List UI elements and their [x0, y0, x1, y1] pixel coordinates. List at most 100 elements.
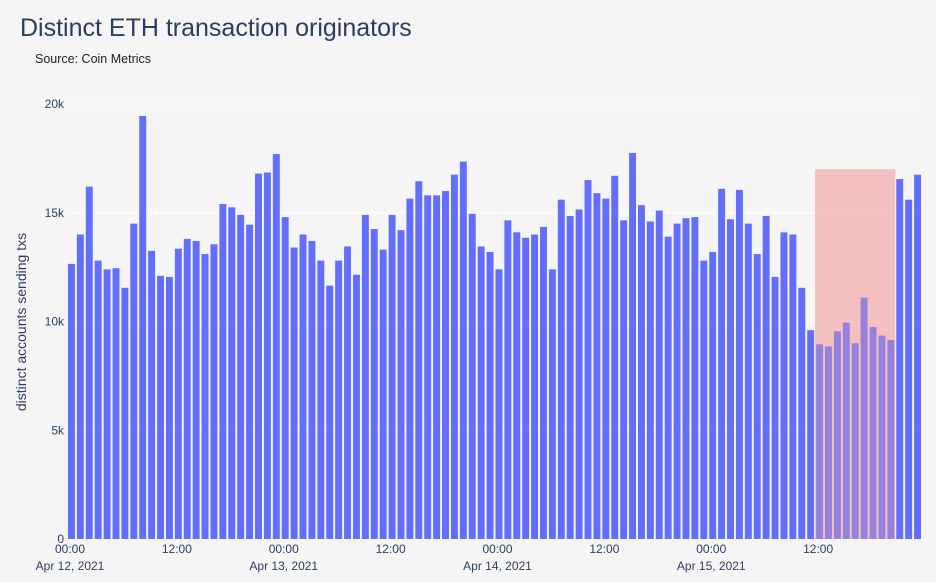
bar	[379, 249, 387, 539]
chart-subtitle: Source: Coin Metrics	[35, 52, 152, 66]
bar	[335, 260, 343, 539]
x-tick-date: Apr 12, 2021	[36, 559, 105, 573]
bar	[219, 204, 227, 540]
x-tick-date: Apr 14, 2021	[463, 559, 532, 573]
bar	[450, 174, 458, 539]
bar	[593, 193, 601, 540]
bar	[584, 180, 592, 539]
bar	[860, 297, 868, 539]
bar	[112, 268, 120, 539]
bar	[504, 220, 512, 540]
bar	[878, 335, 886, 539]
bar	[433, 195, 441, 539]
x-tick-date: Apr 13, 2021	[249, 559, 318, 573]
bar	[914, 174, 922, 539]
bar	[513, 232, 521, 539]
y-tick-label: 5k	[51, 423, 65, 437]
bar	[255, 173, 262, 539]
bar	[798, 287, 806, 539]
bar	[192, 241, 200, 539]
bar	[700, 260, 708, 539]
bar	[575, 209, 583, 540]
bar	[771, 276, 779, 539]
bar	[727, 219, 734, 539]
bar	[789, 234, 797, 539]
bar	[531, 234, 539, 539]
bar	[281, 217, 289, 539]
bar	[833, 331, 841, 539]
bar	[174, 248, 182, 539]
bar	[682, 218, 690, 539]
bar	[210, 244, 218, 539]
bar	[807, 330, 815, 539]
bar	[148, 250, 156, 539]
chart-title: Distinct ETH transaction originators	[20, 14, 412, 42]
bar	[540, 226, 547, 539]
bar	[237, 214, 245, 540]
gridlines	[67, 103, 922, 540]
bar	[655, 210, 663, 539]
bar	[753, 254, 761, 539]
bar	[851, 343, 859, 539]
bar	[691, 217, 699, 539]
bar	[869, 326, 877, 539]
bar	[495, 269, 503, 539]
bar	[139, 115, 147, 540]
y-axis: 0 5k 10k 15k 20k	[45, 97, 65, 546]
x-tick-time: 00:00	[55, 542, 85, 556]
bar	[905, 199, 913, 539]
x-tick-date: Apr 15, 2021	[677, 559, 746, 573]
bar	[459, 161, 467, 539]
bar	[718, 188, 726, 539]
bar	[352, 274, 360, 539]
bar	[130, 223, 138, 539]
bar	[842, 322, 850, 539]
bar	[263, 172, 271, 539]
bar	[67, 263, 75, 539]
highlight-overlay	[815, 169, 896, 539]
bar	[228, 207, 236, 539]
bar	[272, 154, 280, 539]
bar	[370, 229, 378, 539]
bar	[94, 260, 102, 539]
bar	[85, 186, 93, 539]
bar	[326, 285, 334, 539]
bar	[522, 237, 530, 539]
bar	[424, 195, 432, 539]
bar	[308, 241, 316, 539]
bar	[344, 246, 352, 539]
x-tick-time: 00:00	[269, 542, 299, 556]
bar	[201, 254, 209, 539]
bar	[620, 220, 628, 540]
bar	[183, 238, 191, 539]
bar	[317, 260, 325, 539]
x-tick-time: 12:00	[803, 542, 833, 556]
bar	[744, 223, 752, 539]
bar	[780, 232, 788, 539]
y-axis-label: distinct accounts sending txs	[13, 233, 29, 411]
bar	[566, 216, 574, 539]
bar	[290, 247, 298, 540]
bar	[709, 251, 717, 539]
bar	[673, 223, 681, 539]
x-axis: 00:00 Apr 12, 2021 12:00 00:00 Apr 13, 2021 1…	[36, 542, 834, 573]
bar	[646, 221, 654, 539]
bar	[477, 246, 485, 539]
bar	[602, 198, 610, 540]
bar	[103, 269, 111, 539]
bar	[246, 224, 254, 539]
bar	[664, 236, 672, 540]
bar	[165, 276, 173, 539]
y-tick-label: 15k	[45, 206, 65, 220]
y-tick-label: 0	[57, 532, 64, 546]
bar	[816, 344, 824, 539]
bar	[896, 179, 904, 539]
x-tick-time: 00:00	[696, 542, 726, 556]
bar	[468, 213, 476, 539]
bar	[121, 287, 129, 539]
bar	[557, 199, 565, 539]
highlight-overlay-rect	[815, 169, 896, 539]
bar	[486, 251, 494, 539]
x-tick-time: 12:00	[162, 542, 192, 556]
